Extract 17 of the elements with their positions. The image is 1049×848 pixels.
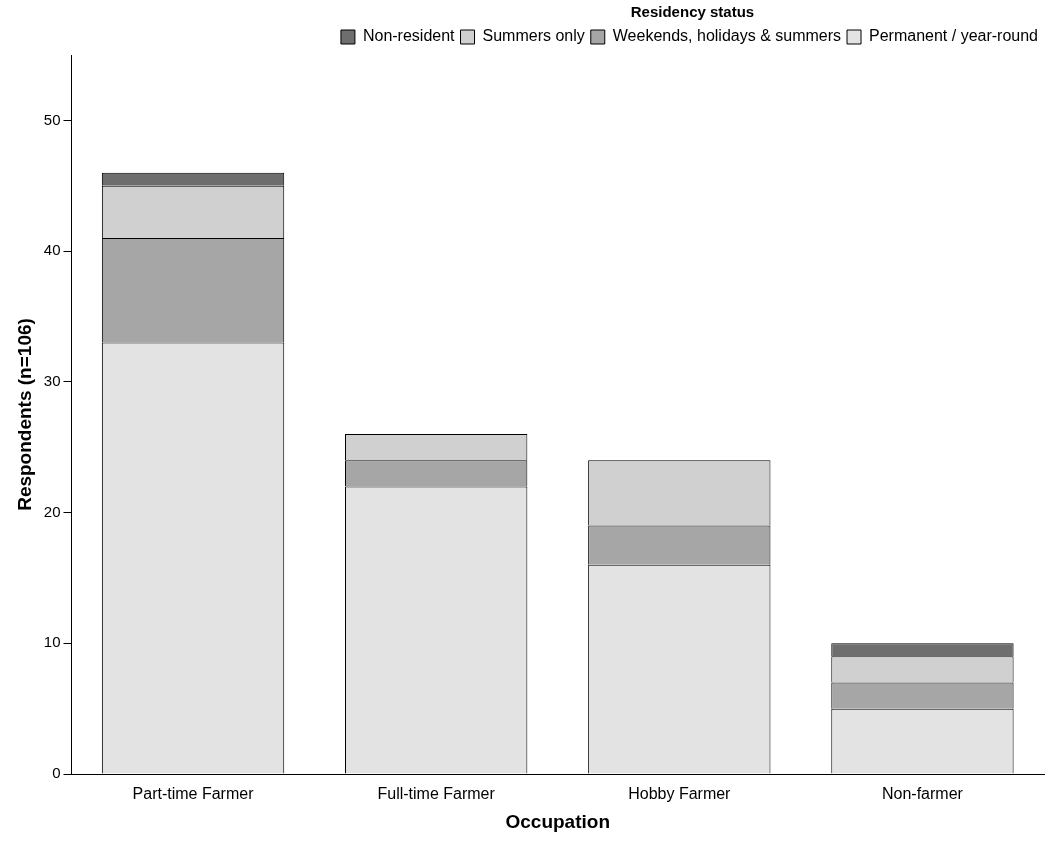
y-tick-label: 20 bbox=[43, 502, 61, 520]
x-tick-label: Full-time Farmer bbox=[377, 785, 496, 803]
y-tick-label: 0 bbox=[52, 764, 61, 782]
x-tick-label: Part-time Farmer bbox=[132, 785, 255, 803]
legend-label: Permanent / year-round bbox=[869, 27, 1039, 45]
y-tick-label: 30 bbox=[43, 371, 61, 389]
y-tick-label: 10 bbox=[43, 633, 61, 651]
y-axis-title: Respondents (n=106) bbox=[13, 318, 35, 511]
x-axis-title: Occupation bbox=[505, 810, 610, 832]
y-tick-label: 40 bbox=[43, 241, 61, 259]
legend-label: Weekends, holidays & summers bbox=[612, 27, 842, 45]
legend-label: Non-resident bbox=[362, 27, 456, 45]
y-tick-label: 50 bbox=[43, 110, 61, 128]
x-tick-label: Non-farmer bbox=[881, 785, 964, 803]
legend-title: Residency status bbox=[630, 2, 755, 20]
x-tick-label: Hobby Farmer bbox=[628, 785, 732, 803]
legend-label: Summers only bbox=[482, 27, 585, 45]
